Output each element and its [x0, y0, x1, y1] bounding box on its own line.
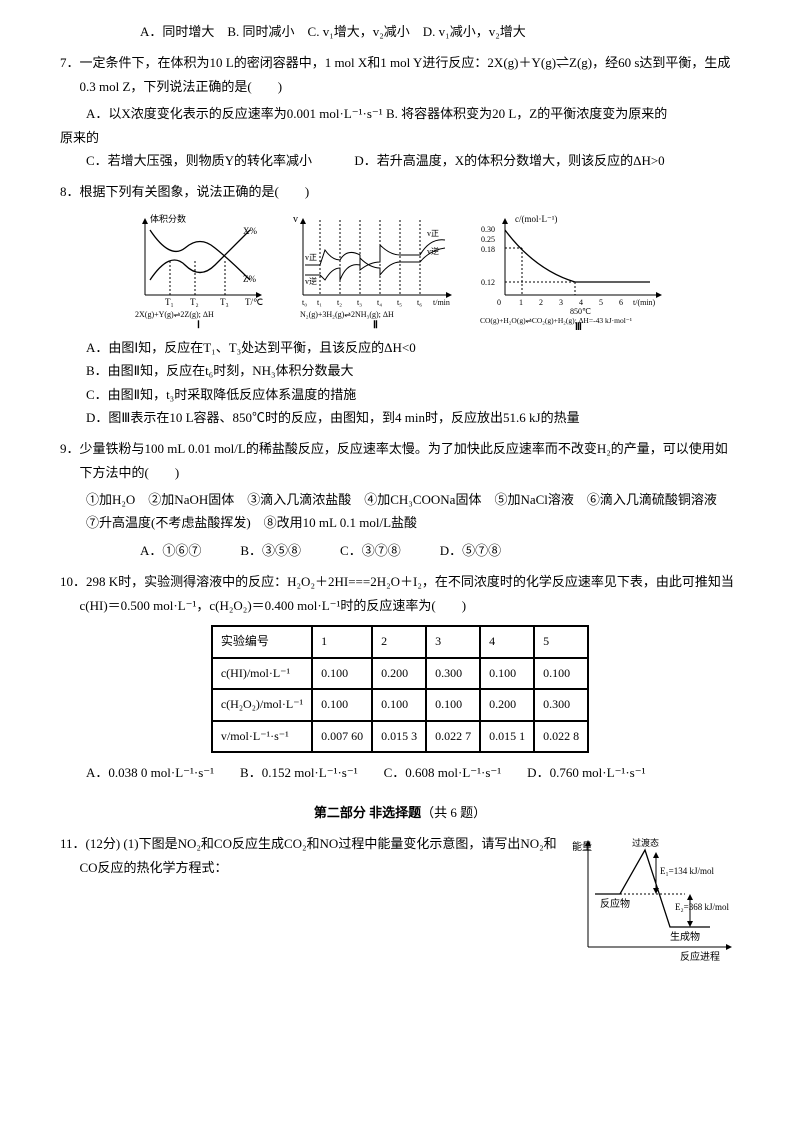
svg-text:v正: v正	[427, 229, 439, 238]
svg-text:生成物: 生成物	[670, 930, 700, 943]
q7-cont: 原来的	[60, 126, 740, 149]
svg-text:c/(mol·L⁻¹): c/(mol·L⁻¹)	[515, 214, 557, 224]
q8-opt-b: B．由图Ⅱ知，反应在t₆时刻，NH₃体积分数最大	[60, 359, 740, 382]
q9-opts: A．①⑥⑦ B．③⑤⑧ C．③⑦⑧ D．⑤⑦⑧	[60, 539, 740, 562]
svg-text:N₂(g)+3H₂(g)⇌2NH₃(g); ΔH: N₂(g)+3H₂(g)⇌2NH₃(g); ΔH	[300, 310, 394, 319]
svg-text:t₂: t₂	[337, 298, 342, 307]
svg-text:t₀: t₀	[302, 298, 307, 307]
svg-text:E₂=368 kJ/mol: E₂=368 kJ/mol	[675, 902, 729, 912]
svg-text:0.25: 0.25	[481, 235, 495, 244]
svg-text:Ⅲ: Ⅲ	[575, 322, 582, 330]
q7-opt-d: D．若升高温度，X的体积分数增大，则该反应的ΔH>0	[354, 153, 664, 168]
svg-text:t₁: t₁	[317, 298, 322, 307]
svg-text:反应物: 反应物	[600, 897, 630, 910]
q8-graph-2: v v正 v逆 v正 v逆 t₀ t₁ t₂ t₃ t₄ t₅ t₆ t/min…	[285, 210, 465, 330]
svg-text:v: v	[293, 214, 298, 225]
svg-text:0: 0	[497, 298, 501, 307]
svg-text:Ⅱ: Ⅱ	[373, 320, 378, 330]
q10-table: 实验编号12345 c(HI)/mol·L⁻¹0.1000.2000.3000.…	[211, 625, 589, 753]
svg-text:4: 4	[579, 298, 583, 307]
q8-opt-d: D．图Ⅲ表示在10 L容器、850℃时的反应，由图知，到4 min时，反应放出5…	[60, 406, 740, 429]
svg-text:过渡态: 过渡态	[632, 837, 659, 848]
svg-text:X%: X%	[243, 226, 257, 236]
svg-text:E₁=134 kJ/mol: E₁=134 kJ/mol	[660, 866, 714, 876]
svg-text:能量: 能量	[572, 840, 592, 853]
q6-options: A．同时增大 B. 同时减小 C. v₁增大，v₂减小 D. v₁减小，v₂增大	[60, 20, 740, 43]
svg-text:t₄: t₄	[377, 298, 382, 307]
svg-text:0.30: 0.30	[481, 225, 495, 234]
svg-text:2: 2	[539, 298, 543, 307]
svg-text:2X(g)+Y(g)⇌2Z(g); ΔH: 2X(g)+Y(g)⇌2Z(g); ΔH	[135, 310, 214, 319]
svg-text:5: 5	[599, 298, 603, 307]
q7-stem: 7．一定条件下，在体积为10 L的密闭容器中，1 mol X和1 mol Y进行…	[60, 51, 740, 98]
q10-opts: A．0.038 0 mol·L⁻¹·s⁻¹ B．0.152 mol·L⁻¹·s⁻…	[60, 761, 740, 784]
svg-text:t₆: t₆	[417, 298, 422, 307]
svg-text:850℃: 850℃	[570, 307, 591, 316]
svg-text:t₃: t₃	[357, 298, 362, 307]
section2-title: 第二部分 非选择题（共 6 题）	[60, 801, 740, 824]
q8-opt-c: C．由图Ⅱ知，t₃时采取降低反应体系温度的措施	[60, 383, 740, 406]
svg-text:Ⅰ: Ⅰ	[197, 320, 200, 330]
svg-text:T₂: T₂	[190, 297, 199, 307]
svg-text:T/℃: T/℃	[245, 297, 263, 307]
svg-text:v逆: v逆	[427, 246, 439, 256]
svg-text:CO(g)+H₂O(g)⇌CO₂(g)+H₂(g); ΔH=: CO(g)+H₂O(g)⇌CO₂(g)+H₂(g); ΔH=-43 kJ·mol…	[480, 316, 632, 325]
q8-graphs: 体积分数 X% Z% T₁ T₂ T₃ T/℃ 2X(g)+Y(g)⇌2Z(g)…	[60, 210, 740, 330]
q7-opt-b: B. 将容器体积变为20 L，Z的平衡浓度变为原来的	[386, 106, 667, 121]
q9-methods: ①加H₂O ②加NaOH固体 ③滴入几滴浓盐酸 ④加CH₃COONa固体 ⑤加N…	[60, 488, 740, 535]
q8-graph-3: c/(mol·L⁻¹) 0.30 0.25 0.18 0.12 0 1 2 3 …	[475, 210, 675, 330]
q7-opt-c: C．若增大压强，则物质Y的转化率减小	[86, 153, 312, 168]
q9-stem: 9．少量铁粉与100 mL 0.01 mol/L的稀盐酸反应，反应速率太慢。为了…	[60, 437, 740, 484]
svg-text:t/(min): t/(min)	[633, 298, 656, 307]
svg-text:t/min: t/min	[433, 298, 450, 307]
svg-text:v正: v正	[305, 253, 317, 262]
svg-text:T₃: T₃	[220, 297, 229, 307]
q8-opt-a: A．由图Ⅰ知，反应在T₁、T₃处达到平衡，且该反应的ΔH<0	[60, 336, 740, 359]
q7-opt-a: A．以X浓度变化表示的反应速率为0.001 mol·L⁻¹·s⁻¹	[86, 106, 383, 121]
q8-stem: 8．根据下列有关图象，说法正确的是( )	[60, 180, 740, 203]
svg-text:Z%: Z%	[243, 274, 256, 284]
svg-text:反应进程: 反应进程	[680, 950, 720, 962]
svg-text:T₁: T₁	[165, 297, 174, 307]
q10-stem: 10．298 K时，实验测得溶液中的反应：H₂O₂＋2HI===2H₂O＋I₂，…	[60, 570, 740, 617]
q11-figure: 能量 过渡态 E₁=134 kJ/mol E₂=368 kJ/mol 反应物 生…	[570, 832, 740, 962]
q8-graph-1: 体积分数 X% Z% T₁ T₂ T₃ T/℃ 2X(g)+Y(g)⇌2Z(g)…	[125, 210, 275, 330]
svg-text:3: 3	[559, 298, 563, 307]
svg-text:6: 6	[619, 298, 623, 307]
svg-text:t₅: t₅	[397, 298, 402, 307]
svg-text:1: 1	[519, 298, 523, 307]
svg-text:0.18: 0.18	[481, 245, 495, 254]
svg-text:体积分数: 体积分数	[150, 213, 186, 224]
svg-text:0.12: 0.12	[481, 278, 495, 287]
svg-text:v逆: v逆	[305, 276, 317, 286]
